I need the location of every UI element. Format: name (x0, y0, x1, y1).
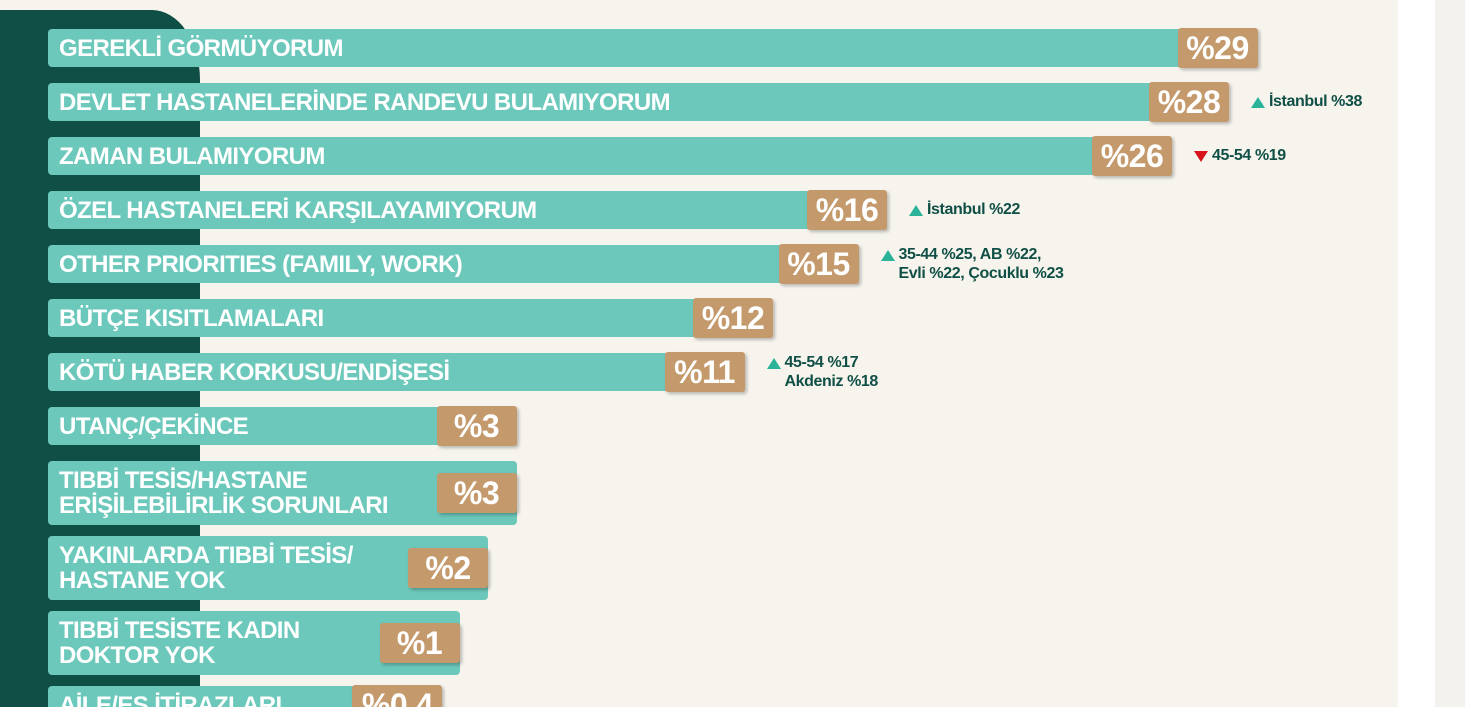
annotation: 35-44 %25, AB %22, Evli %22, Çocuklu %23 (880, 245, 1064, 283)
category-label: GEREKLİ GÖRMÜYORUM (59, 34, 343, 62)
bar: AİLE/EŞ İTİRAZLARI (48, 686, 443, 707)
value-label: %1 (379, 623, 460, 663)
trend-arrow (880, 250, 895, 261)
annotation: 45-54 %17 Akdeniz %18 (766, 353, 878, 391)
bar: TIBBİ TESİS/HASTANE ERİŞİLEBİLİRLİK SORU… (48, 461, 517, 525)
bar: DEVLET HASTANELERİNDE RANDEVU BULAMIYORU… (48, 83, 1229, 121)
annotation: İstanbul %22 (909, 200, 1020, 219)
value-label: %3 (436, 473, 517, 513)
side-strip (1398, 0, 1435, 707)
bar: OTHER PRIORITIES (FAMILY, WORK) (48, 245, 859, 283)
value-label: %26 (1092, 136, 1172, 176)
category-label: YAKINLARDA TIBBİ TESİS/ HASTANE YOK (59, 542, 353, 594)
bar: KÖTÜ HABER KORKUSU/ENDİŞESİ (48, 353, 745, 391)
annotation: 45-54 %19 (1194, 146, 1286, 165)
category-label: TIBBİ TESİS/HASTANE ERİŞİLEBİLİRLİK SORU… (59, 467, 389, 519)
category-label: OTHER PRIORITIES (FAMILY, WORK) (59, 250, 463, 278)
value-label: %3 (436, 406, 517, 446)
bar: GEREKLİ GÖRMÜYORUM (48, 29, 1258, 67)
category-label: ÖZEL HASTANELERİ KARŞILAYAMIYORUM (59, 196, 537, 224)
category-label: ZAMAN BULAMIYORUM (59, 142, 325, 170)
category-label: BÜTÇE KISITLAMALARI (59, 304, 324, 332)
category-label: DEVLET HASTANELERİNDE RANDEVU BULAMIYORU… (59, 88, 671, 116)
bar: ÖZEL HASTANELERİ KARŞILAYAMIYORUM (48, 191, 887, 229)
side-panel (1435, 0, 1465, 707)
value-label: %11 (664, 352, 745, 392)
category-label: AİLE/EŞ İTİRAZLARI (59, 691, 282, 707)
value-label: %28 (1149, 82, 1229, 122)
category-label: UTANÇ/ÇEKİNCE (59, 412, 249, 440)
annotation: İstanbul %38 (1251, 92, 1362, 111)
category-label: TIBBİ TESİSTE KADIN DOKTOR YOK (59, 617, 300, 669)
bar: BÜTÇE KISITLAMALARI (48, 299, 773, 337)
value-label: %16 (807, 190, 887, 230)
value-label: %2 (408, 548, 488, 588)
value-label: %12 (693, 298, 773, 338)
trend-arrow (766, 358, 781, 369)
value-label: %29 (1177, 28, 1258, 68)
category-label: KÖTÜ HABER KORKUSU/ENDİŞESİ (59, 358, 450, 386)
bar: ZAMAN BULAMIYORUM (48, 137, 1172, 175)
value-label: %15 (778, 244, 859, 284)
value-label: %0.4 (352, 685, 443, 707)
trend-arrow (909, 205, 923, 216)
trend-arrow (1251, 97, 1265, 108)
trend-arrow (1194, 151, 1208, 162)
